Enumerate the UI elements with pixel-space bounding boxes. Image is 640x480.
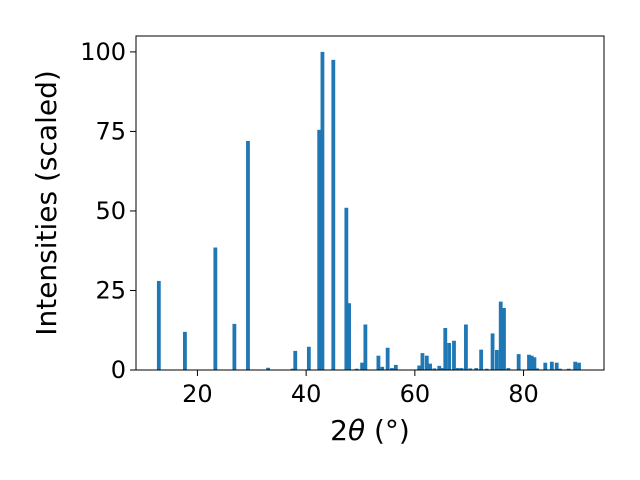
bar-30 [447,342,451,370]
bar-17 [376,355,381,370]
bar-25 [428,363,432,370]
bar-51 [554,362,559,370]
x-axis-label: 2θ (°) [330,414,410,447]
y-axis-label: Intensities (scaled) [30,70,63,336]
bar-36 [474,368,479,370]
y-tick-label-2: 50 [95,197,126,225]
bar-27 [437,365,442,370]
y-tick-label-1: 25 [95,276,126,304]
bar-16 [363,324,368,370]
bar-23 [420,353,425,370]
bar-38 [484,368,489,370]
bar-31 [452,340,456,370]
y-tick-label-4: 100 [80,38,126,66]
bar-45 [527,354,531,370]
bar-37 [479,349,484,370]
bar-22 [417,365,422,370]
bar-8 [306,346,311,370]
bar-9 [317,129,322,370]
bar-29 [443,328,448,370]
bar-32 [455,368,460,370]
bar-5 [266,367,270,370]
bar-52 [558,368,562,370]
bar-19 [385,347,390,370]
bar-46 [529,355,534,370]
x-tick-label-0: 20 [182,380,213,408]
x-tick-label-3: 80 [508,380,539,408]
bar-24 [424,355,429,370]
bar-1 [183,331,187,370]
x-tick-label-1: 40 [291,380,322,408]
x-axis: 20 40 60 80 [182,370,539,408]
bar-44 [516,354,521,370]
bar-26 [432,368,437,370]
bar-42 [502,307,506,370]
bar-2 [213,247,218,370]
bar-20 [390,368,394,370]
bar-54 [573,361,578,370]
bar-33 [459,368,464,370]
bar-48 [535,368,540,370]
bar-28 [440,368,444,370]
y-tick-label-3: 75 [95,117,126,145]
bar-11 [331,59,336,371]
bar-49 [543,362,548,370]
bars-group [156,51,581,371]
bar-14 [354,368,359,370]
plot-frame [135,35,605,371]
bar-47 [532,357,537,370]
bar-43 [506,368,511,370]
x-tick-label-2: 60 [400,380,431,408]
bar-35 [468,368,473,370]
bar-13 [347,303,351,370]
bar-4 [246,140,250,370]
bar-34 [464,324,468,370]
bar-15 [360,362,365,370]
bar-6 [290,368,295,370]
y-tick-label-0: 0 [111,356,126,384]
bar-7 [293,350,298,370]
bar-41 [498,301,503,370]
bar-50 [549,361,554,370]
y-axis: 0 25 50 75 100 [80,38,136,384]
bar-18 [380,366,385,370]
bar-21 [393,364,398,370]
bar-39 [490,333,495,370]
bar-55 [577,362,581,370]
bar-0 [156,280,161,370]
bar-53 [566,368,571,370]
bar-10 [320,51,325,371]
bar-40 [495,349,499,370]
bar-12 [344,207,349,370]
bar-3 [232,323,237,370]
